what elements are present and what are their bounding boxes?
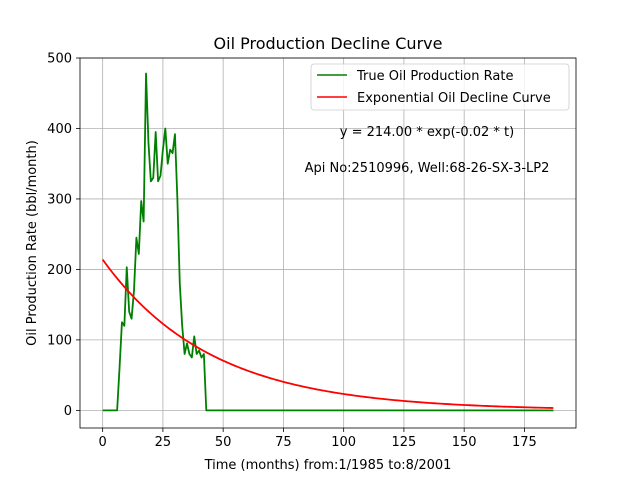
x-tick-label: 175 [512, 435, 537, 450]
y-axis-label: Oil Production Rate (bbl/month) [25, 140, 40, 346]
series-layer [101, 72, 554, 412]
y-tick-label: 200 [47, 263, 72, 278]
x-tick-label: 100 [331, 435, 356, 450]
x-tick-label: 50 [215, 435, 232, 450]
x-tick-label: 25 [155, 435, 172, 450]
legend-box [310, 63, 570, 111]
plot-frame [79, 57, 577, 429]
y-tick-label: 100 [47, 333, 72, 348]
x-tick-label: 0 [99, 435, 107, 450]
x-tick-label: 75 [275, 435, 292, 450]
chart-title: Oil Production Decline Curve [214, 34, 443, 53]
equation-annotation: y = 214.00 * exp(-0.02 * t) [340, 125, 514, 140]
y-tick-label: 400 [47, 122, 72, 137]
legend: True Oil Production Rate Exponential Oil… [310, 63, 570, 111]
series-exponential-oil-decline-curve [101, 259, 554, 409]
axis-ticks: 0 25 50 75 100 125 150 175 0 100 200 300 400 500 [47, 52, 537, 451]
x-tick-label: 150 [452, 435, 477, 450]
well-annotation: Api No:2510996, Well:68-26-SX-3-LP2 [305, 161, 550, 176]
legend-label-true-rate: True Oil Production Rate [356, 69, 513, 84]
y-tick-label: 500 [47, 52, 72, 67]
grid [80, 57, 576, 428]
y-tick-label: 300 [47, 192, 72, 207]
series-true-oil-production-rate [102, 72, 554, 412]
x-axis-label: Time (months) from:1/1985 to:8/2001 [204, 458, 452, 473]
x-tick-label: 125 [392, 435, 417, 450]
y-tick-label: 0 [64, 404, 72, 419]
legend-label-exp-curve: Exponential Oil Decline Curve [357, 91, 551, 106]
